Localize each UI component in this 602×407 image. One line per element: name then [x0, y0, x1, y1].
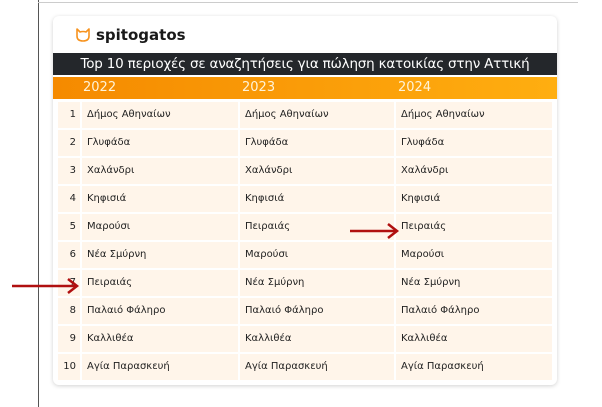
brand-name: spitogatos: [96, 26, 186, 44]
rank-cell: 3: [58, 158, 80, 184]
table-row: 4 Κηφισιά Κηφισιά Κηφισιά: [57, 185, 553, 213]
cell-2024: Μαρούσι: [396, 242, 552, 268]
table-row: 1 Δήμος Αθηναίων Δήμος Αθηναίων Δήμος Αθηνα…: [57, 101, 553, 129]
top-border-line: [38, 2, 578, 3]
cell-2024: Καλλιθέα: [396, 326, 552, 352]
brand-logo: spitogatos: [75, 26, 186, 44]
cell-2023: Δήμος Αθηναίων: [240, 102, 394, 128]
year-2023: 2023: [242, 80, 276, 95]
arrow-right-icon: [350, 223, 400, 239]
table-row: 3 Χαλάνδρι Χαλάνδρι Χαλάνδρι: [57, 157, 553, 185]
cell-2023: Κηφισιά: [240, 186, 394, 212]
rank-cell: 6: [58, 242, 80, 268]
cell-2024: Αγία Παρασκευή: [396, 354, 552, 380]
cell-2024: Παλαιό Φάληρο: [396, 298, 552, 324]
year-2024: 2024: [398, 80, 432, 95]
cell-2024: Χαλάνδρι: [396, 158, 552, 184]
cell-2022: Δήμος Αθηναίων: [82, 102, 238, 128]
cat-icon: [76, 28, 90, 42]
table-row: 2 Γλυφάδα Γλυφάδα Γλυφάδα: [57, 129, 553, 157]
table-row: 8 Παλαιό Φάληρο Παλαιό Φάληρο Παλαιό Φάληρο: [57, 297, 553, 325]
rank-cell: 5: [58, 214, 80, 240]
cell-2023: Χαλάνδρι: [240, 158, 394, 184]
cell-2022: Αγία Παρασκευή: [82, 354, 238, 380]
ranking-table: 1 Δήμος Αθηναίων Δήμος Αθηναίων Δήμος Αθηνα…: [57, 101, 553, 381]
cell-2022: Καλλιθέα: [82, 326, 238, 352]
table-row: 9 Καλλιθέα Καλλιθέα Καλλιθέα: [57, 325, 553, 353]
cell-2022: Κηφισιά: [82, 186, 238, 212]
cell-2022: Νέα Σμύρνη: [82, 242, 238, 268]
cell-2023: Γλυφάδα: [240, 130, 394, 156]
rank-cell: 4: [58, 186, 80, 212]
cell-2023: Νέα Σμύρνη: [240, 270, 394, 296]
cell-2023: Καλλιθέα: [240, 326, 394, 352]
cell-2022: Χαλάνδρι: [82, 158, 238, 184]
cell-2024: Γλυφάδα: [396, 130, 552, 156]
arrow-right-icon: [12, 278, 80, 294]
cell-2024: Κηφισιά: [396, 186, 552, 212]
rank-cell: 8: [58, 298, 80, 324]
cell-2023: Παλαιό Φάληρο: [240, 298, 394, 324]
infographic-card: spitogatos Top 10 περιοχές σε αναζητήσει…: [53, 16, 557, 385]
year-2022: 2022: [83, 80, 117, 95]
year-header: 2022 2023 2024: [53, 77, 557, 99]
table-row: 5 Μαρούσι Πειραιάς Πειραιάς: [57, 213, 553, 241]
cell-2022: Παλαιό Φάληρο: [82, 298, 238, 324]
cell-2023: Αγία Παρασκευή: [240, 354, 394, 380]
table-row: 7 Πειραιάς Νέα Σμύρνη Νέα Σμύρνη: [57, 269, 553, 297]
infographic-title: Top 10 περιοχές σε αναζητήσεις για πώλησ…: [53, 53, 557, 75]
cell-2022: Γλυφάδα: [82, 130, 238, 156]
cell-2023: Μαρούσι: [240, 242, 394, 268]
rank-cell: 1: [58, 102, 80, 128]
rank-cell: 9: [58, 326, 80, 352]
table-row: 10 Αγία Παρασκευή Αγία Παρασκευή Αγία Παρασ…: [57, 353, 553, 381]
left-border-line: [38, 0, 39, 407]
rank-cell: 2: [58, 130, 80, 156]
cell-2022: Πειραιάς: [82, 270, 238, 296]
table-row: 6 Νέα Σμύρνη Μαρούσι Μαρούσι: [57, 241, 553, 269]
cell-2022: Μαρούσι: [82, 214, 238, 240]
rank-cell: 10: [58, 354, 80, 380]
cell-2023: Πειραιάς: [240, 214, 394, 240]
cell-2024: Πειραιάς: [396, 214, 552, 240]
cell-2024: Νέα Σμύρνη: [396, 270, 552, 296]
cell-2024: Δήμος Αθηναίων: [396, 102, 552, 128]
